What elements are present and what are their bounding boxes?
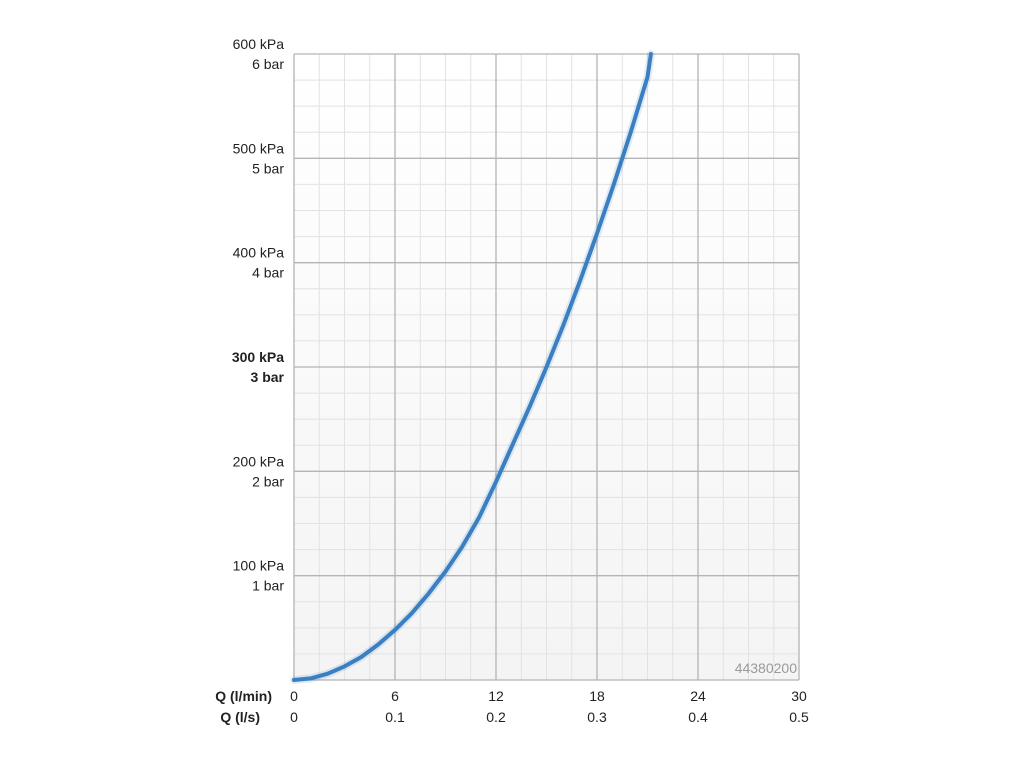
y-tick-label-kpa: 400 kPa [233,245,285,261]
x-tick-label-ls: 0.2 [486,709,506,725]
x-tick-label-lmin: 18 [589,688,605,704]
x-tick-label-lmin: 24 [690,688,706,704]
x-tick-label-ls: 0.1 [385,709,405,725]
x-tick-label-ls: 0 [290,709,298,725]
y-tick-label-bar: 5 bar [252,160,284,176]
series-line [292,52,653,682]
y-tick-label-bar: 4 bar [252,265,284,281]
x-tick-label-lmin: 12 [488,688,504,704]
major-grid [293,53,800,681]
x-tick-label-ls: 0.4 [688,709,708,725]
y-tick-label-bar: 2 bar [252,473,284,489]
y-tick-label-bar: 3 bar [251,369,285,385]
y-axis-labels: 100 kPa 1 bar 200 kPa 2 bar 300 kPa 3 bar 400 … [232,36,285,594]
x-tick-label-ls: 0.3 [587,709,607,725]
y-tick-label-kpa: 300 kPa [232,349,284,365]
x-axis-label-ls: Q (l/s) [220,709,260,725]
series-layer [290,50,655,684]
y-tick-label-kpa: 200 kPa [233,453,285,469]
x-axis-labels: 0 0 6 0.1 12 0.2 18 0.3 24 0.4 30 0.5 [290,688,809,725]
y-tick-label-bar: 1 bar [252,578,284,594]
x-tick-label-lmin: 6 [391,688,399,704]
y-tick-label-kpa: 100 kPa [233,558,285,574]
y-tick-label-kpa: 500 kPa [233,140,285,156]
x-tick-label-ls: 0.5 [789,709,809,725]
x-tick-label-lmin: 0 [290,688,298,704]
y-tick-label-bar: 6 bar [252,56,284,72]
x-tick-label-lmin: 30 [791,688,807,704]
x-axis-label-lmin: Q (l/min) [215,688,272,704]
article-code: 44380200 [735,660,798,676]
y-tick-label-kpa: 600 kPa [233,36,285,52]
